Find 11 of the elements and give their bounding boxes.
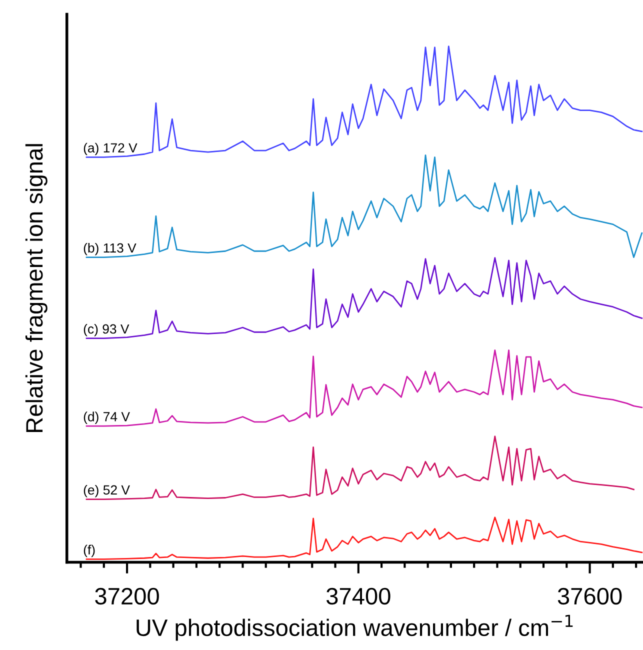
- series-label: (e) 52 V: [84, 484, 130, 498]
- series-label: (a) 172 V: [84, 142, 138, 156]
- series-label: (d) 74 V: [84, 412, 130, 424]
- x-tick-label: 37600: [558, 588, 622, 605]
- series-label: (c) 93 V: [84, 324, 130, 336]
- x-tick-label: 37400: [326, 588, 390, 605]
- series-label: (f): [84, 544, 95, 558]
- y-axis-title: Relative fragment ion signal: [25, 144, 48, 432]
- x-axis-title: UV photodissociation wavenumber / cm$^{−1}$: [136, 614, 573, 641]
- x-tick-label: 37200: [95, 588, 159, 605]
- series-label: (b) 113 V: [84, 242, 136, 256]
